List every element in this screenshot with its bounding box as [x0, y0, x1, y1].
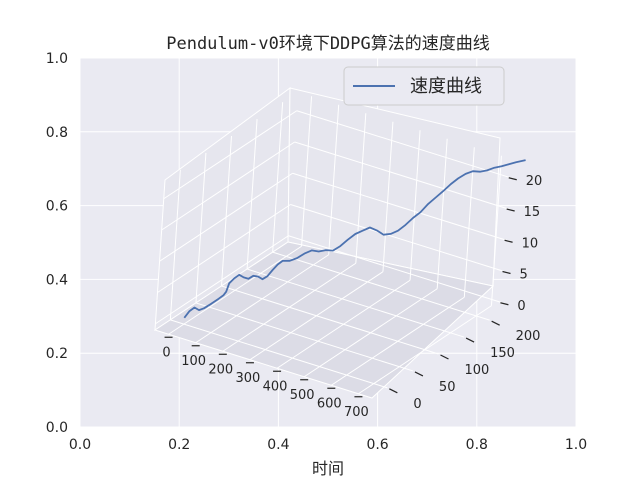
- outer-y-tick-label: 0.8: [46, 125, 68, 141]
- outer-x-tick-labels: 0.0 0.2 0.4 0.6 0.8 1.0: [69, 437, 587, 453]
- outer-y-tick-label: 1.0: [46, 51, 68, 67]
- x3d-tick-label: 600: [317, 396, 342, 411]
- y3d-tick-mark: [414, 371, 424, 377]
- y3d-tick-label: 150: [490, 346, 515, 361]
- outer-y-tick-label: 0.2: [46, 346, 68, 362]
- x3d-tick-label: 700: [344, 405, 369, 420]
- back-x-gridline: [409, 130, 421, 281]
- z3d-tick-mark: [504, 239, 513, 243]
- legend-box: [343, 66, 505, 106]
- back-x-gridline: [382, 121, 394, 272]
- back-x-gridline: [490, 155, 502, 306]
- z3d-tick-labels: 0 5 10 15 20: [517, 174, 542, 314]
- outer-x-tick-label: 0.2: [168, 437, 190, 453]
- y3d-tick-mark: [465, 337, 475, 343]
- floor-y-gridline: [272, 251, 490, 321]
- outer-x-tick-label: 0.6: [366, 437, 388, 453]
- x3d-tick-label: 100: [181, 354, 206, 369]
- back-z-gridline: [290, 204, 508, 273]
- x3d-tick-label: 300: [236, 371, 261, 386]
- left-y-gridline: [246, 119, 258, 270]
- z3d-tick-label: 5: [520, 268, 528, 283]
- z3d-tick-label: 20: [526, 174, 543, 189]
- z3d-tick-label: 15: [524, 205, 541, 220]
- floor-y-gridline: [221, 285, 439, 355]
- outer-y-tick-label: 0.4: [46, 272, 68, 288]
- back-x-gridline: [436, 138, 448, 289]
- axis3d-tick-marks: [164, 177, 517, 398]
- outer-y-tick-label: 0.6: [46, 199, 68, 215]
- back-z-gridline: [296, 110, 514, 180]
- floor-y-gridline: [195, 302, 414, 372]
- left-z-gridline: [157, 204, 291, 293]
- left-y-gridline: [169, 169, 181, 320]
- outer-y-tick-label: 0.0: [46, 420, 68, 436]
- z3d-tick-label: 10: [522, 236, 539, 251]
- chart-title: Pendulum-v0环境下DDPG算法的速度曲线: [166, 34, 490, 54]
- z3d-tick-label: 0: [517, 299, 525, 314]
- back-z-gridline: [292, 172, 510, 242]
- y3d-tick-label: 50: [439, 380, 456, 395]
- outer-x-tick-label: 0.8: [466, 437, 488, 453]
- left-z-gridline: [159, 172, 293, 262]
- left-y-gridline: [272, 102, 284, 253]
- outer-x-tick-label: 0.0: [69, 437, 91, 453]
- back-z-gridline: [294, 141, 512, 211]
- x3d-tick-label: 200: [208, 362, 233, 377]
- back-x-gridline: [301, 96, 313, 247]
- series-line-velocity: [183, 159, 526, 319]
- back-x-gridline: [355, 113, 367, 264]
- left-z-gridline: [163, 110, 298, 200]
- outer-x-tick-label: 1.0: [565, 437, 587, 453]
- left-z-gridline: [161, 141, 295, 231]
- floor-y-gridline: [246, 268, 465, 338]
- back-z-gridline: [288, 235, 506, 305]
- left-y-gridline: [221, 135, 232, 287]
- y3d-tick-mark: [491, 320, 500, 326]
- left-z-gridline: [155, 235, 289, 325]
- outer-y-tick-labels: 0.0 0.2 0.4 0.6 0.8 1.0: [46, 51, 68, 436]
- x3d-tick-label: 0: [162, 345, 170, 360]
- x3d-tick-label: 500: [290, 388, 315, 403]
- y3d-tick-mark: [440, 354, 449, 360]
- outer-x-tick-label: 0.4: [267, 437, 289, 453]
- z3d-tick-mark: [500, 302, 509, 306]
- floor-y-gridline: [170, 319, 388, 389]
- x-axis-label: 时间: [312, 459, 344, 478]
- z3d-tick-mark: [508, 177, 517, 181]
- z3d-tick-mark: [502, 270, 511, 275]
- legend: 速度曲线: [343, 66, 505, 106]
- y3d-tick-label: 0: [413, 397, 421, 412]
- z3d-tick-mark: [506, 208, 515, 212]
- y3d-tick-label: 200: [516, 329, 541, 344]
- legend-label: 速度曲线: [410, 76, 482, 97]
- x3d-tick-label: 400: [263, 379, 288, 394]
- y3d-tick-label: 100: [465, 363, 490, 378]
- y3d-tick-mark: [389, 388, 398, 394]
- pane-gridlines: [155, 96, 514, 395]
- back-x-gridline: [328, 104, 340, 255]
- left-y-gridline: [195, 152, 207, 303]
